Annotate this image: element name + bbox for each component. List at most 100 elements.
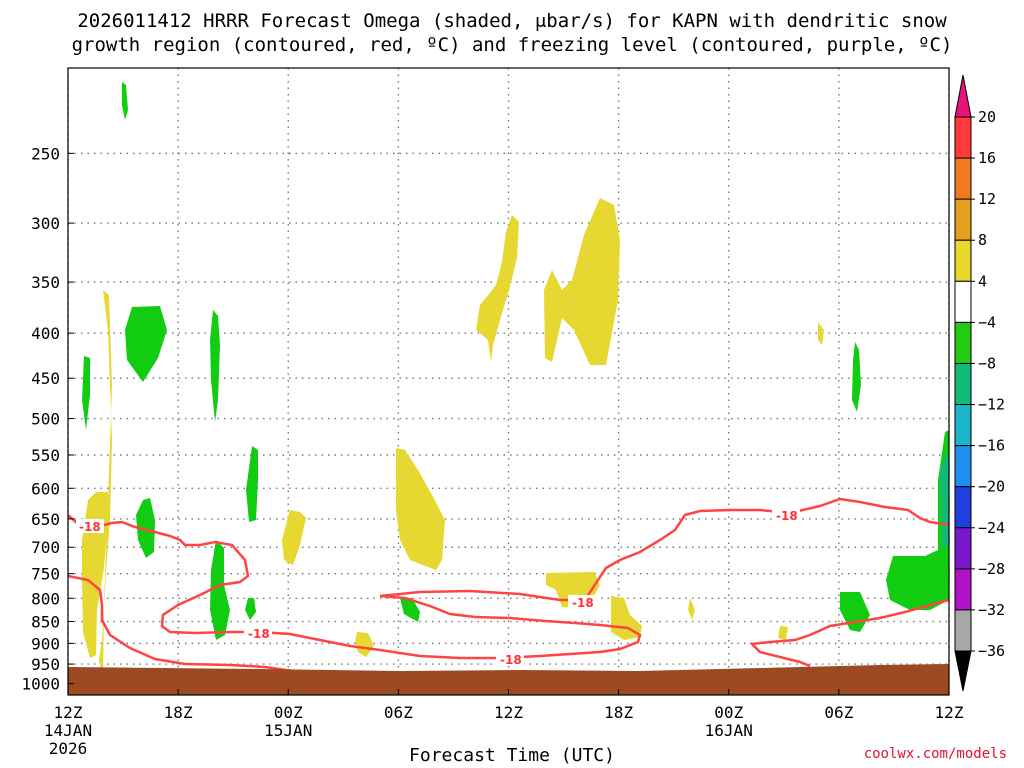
- contour-label: -18: [248, 627, 270, 641]
- colorbar-tick-label: 8: [978, 231, 987, 249]
- colorbar-bin: [954, 116, 972, 159]
- x-tick-label: 12Z: [935, 703, 964, 722]
- x-tick-label: 06Z: [824, 703, 853, 722]
- omega-positive-region: [355, 632, 374, 657]
- omega-positive-region: [544, 198, 620, 365]
- colorbar-tick-label: 4: [978, 272, 987, 290]
- colorbar-bin: [954, 609, 972, 652]
- contour-label: -18: [79, 520, 101, 534]
- x-tick-label: 12Z: [494, 703, 523, 722]
- colorbar-tick-label: 16: [978, 149, 996, 167]
- colorbar-tick-label: −32: [978, 601, 1005, 619]
- contour-labels: -18 -18 -18 -18 -18: [76, 508, 800, 667]
- colorbar-bin: [954, 157, 972, 200]
- chart-title-line1: 2026011412 HRRR Forecast Omega (shaded, …: [77, 10, 947, 32]
- colorbar-bin: [954, 568, 972, 611]
- omega-positive-region: [476, 215, 519, 362]
- x-tick-label: 18Z: [604, 703, 633, 722]
- x-tick-date-label: 16JAN: [705, 721, 753, 740]
- omega-positive-region: [818, 322, 824, 345]
- dgz-contours: [68, 497, 949, 674]
- colorbar-tick-label: −12: [978, 396, 1005, 414]
- x-tick-label: 06Z: [384, 703, 413, 722]
- y-tick-label: 900: [31, 634, 60, 653]
- colorbar-bin: [954, 362, 972, 406]
- colorbar-tick-label: −8: [978, 354, 996, 372]
- omega-negative-region: [886, 430, 949, 610]
- colorbar-bin: [954, 650, 972, 692]
- colorbar-bin: [954, 198, 972, 241]
- y-tick-label: 550: [31, 446, 60, 465]
- x-tick-year-label: 2026: [49, 739, 88, 758]
- omega-negative-region: [82, 356, 90, 430]
- omega-positive-region: [282, 510, 306, 565]
- contour-label: -18: [572, 596, 594, 610]
- x-tick-date-label: 14JAN: [44, 721, 92, 740]
- x-axis-title: Forecast Time (UTC): [409, 745, 615, 766]
- colorbar-tick-label: −24: [978, 519, 1005, 537]
- x-tick-date-label: 15JAN: [264, 721, 312, 740]
- omega-shading: [82, 82, 949, 680]
- colorbar-bin: [954, 404, 972, 447]
- y-tick-label: 1000: [21, 675, 60, 694]
- colorbar-tick-label: −16: [978, 437, 1005, 455]
- omega-positive-region: [99, 290, 112, 680]
- colorbar-bin: [954, 486, 972, 529]
- x-tick-label: 00Z: [714, 703, 743, 722]
- y-tick-label: 750: [31, 565, 60, 584]
- colorbar-bin: [954, 74, 972, 118]
- dgz-contour-line: [68, 497, 949, 660]
- y-tick-label: 800: [31, 589, 60, 608]
- chart-title-line2: growth region (contoured, red, ºC) and f…: [71, 34, 953, 56]
- colorbar: 20 16 12 8 4 −4 −8 −12 −16 −20 −24 −28 −32 −36: [954, 74, 1005, 692]
- omega-positive-region: [396, 448, 445, 570]
- colorbar-tick-label: −20: [978, 478, 1005, 496]
- x-tick-label: 18Z: [164, 703, 193, 722]
- omega-negative-region: [125, 306, 167, 382]
- colorbar-tick-label: 20: [978, 108, 996, 126]
- y-tick-label: 650: [31, 510, 60, 529]
- y-tick-label: 250: [31, 144, 60, 163]
- y-tick-label: 300: [31, 214, 60, 233]
- y-axis: 250 300 350 400 450 500 550 600 650 700 750 800 850 9…: [21, 144, 74, 694]
- contour-label: -18: [776, 509, 798, 523]
- omega-positive-region: [82, 492, 108, 658]
- omega-negative-region: [136, 498, 155, 558]
- y-tick-label: 350: [31, 273, 60, 292]
- terrain-ground: [68, 664, 949, 695]
- colorbar-tick-label: 12: [978, 190, 996, 208]
- y-tick-label: 700: [31, 538, 60, 557]
- x-tick-label: 12Z: [54, 703, 83, 722]
- colorbar-bin: [954, 239, 972, 282]
- omega-negative-region: [210, 540, 230, 640]
- dgz-contour-line: [749, 598, 949, 668]
- omega-negative-region: [210, 310, 220, 422]
- colorbar-tick-label: −36: [978, 642, 1005, 660]
- y-tick-label: 500: [31, 410, 60, 429]
- y-tick-label: 450: [31, 369, 60, 388]
- x-tick-label: 00Z: [274, 703, 303, 722]
- omega-negative-region: [246, 446, 258, 522]
- y-tick-label: 400: [31, 324, 60, 343]
- credit-link[interactable]: coolwx.com/models: [863, 746, 1007, 762]
- colorbar-bin: [954, 445, 972, 488]
- omega-positive-region: [778, 626, 788, 640]
- omega-positive-region: [611, 596, 642, 640]
- colorbar-tick-label: −28: [978, 560, 1005, 578]
- omega-negative-region: [245, 598, 256, 620]
- dgz-contour-line: [68, 574, 301, 674]
- colorbar-tick-label: −4: [978, 313, 996, 331]
- omega-negative-region: [122, 82, 128, 120]
- colorbar-bin: [954, 527, 972, 570]
- y-tick-label: 600: [31, 479, 60, 498]
- y-tick-label: 950: [31, 655, 60, 674]
- colorbar-bin: [954, 280, 972, 323]
- omega-negative-region: [400, 598, 420, 622]
- omega-negative-region: [852, 342, 861, 412]
- colorbar-bin: [954, 321, 972, 364]
- y-tick-label: 850: [31, 613, 60, 632]
- omega-positive-region: [688, 598, 695, 620]
- contour-label: -18: [500, 653, 522, 667]
